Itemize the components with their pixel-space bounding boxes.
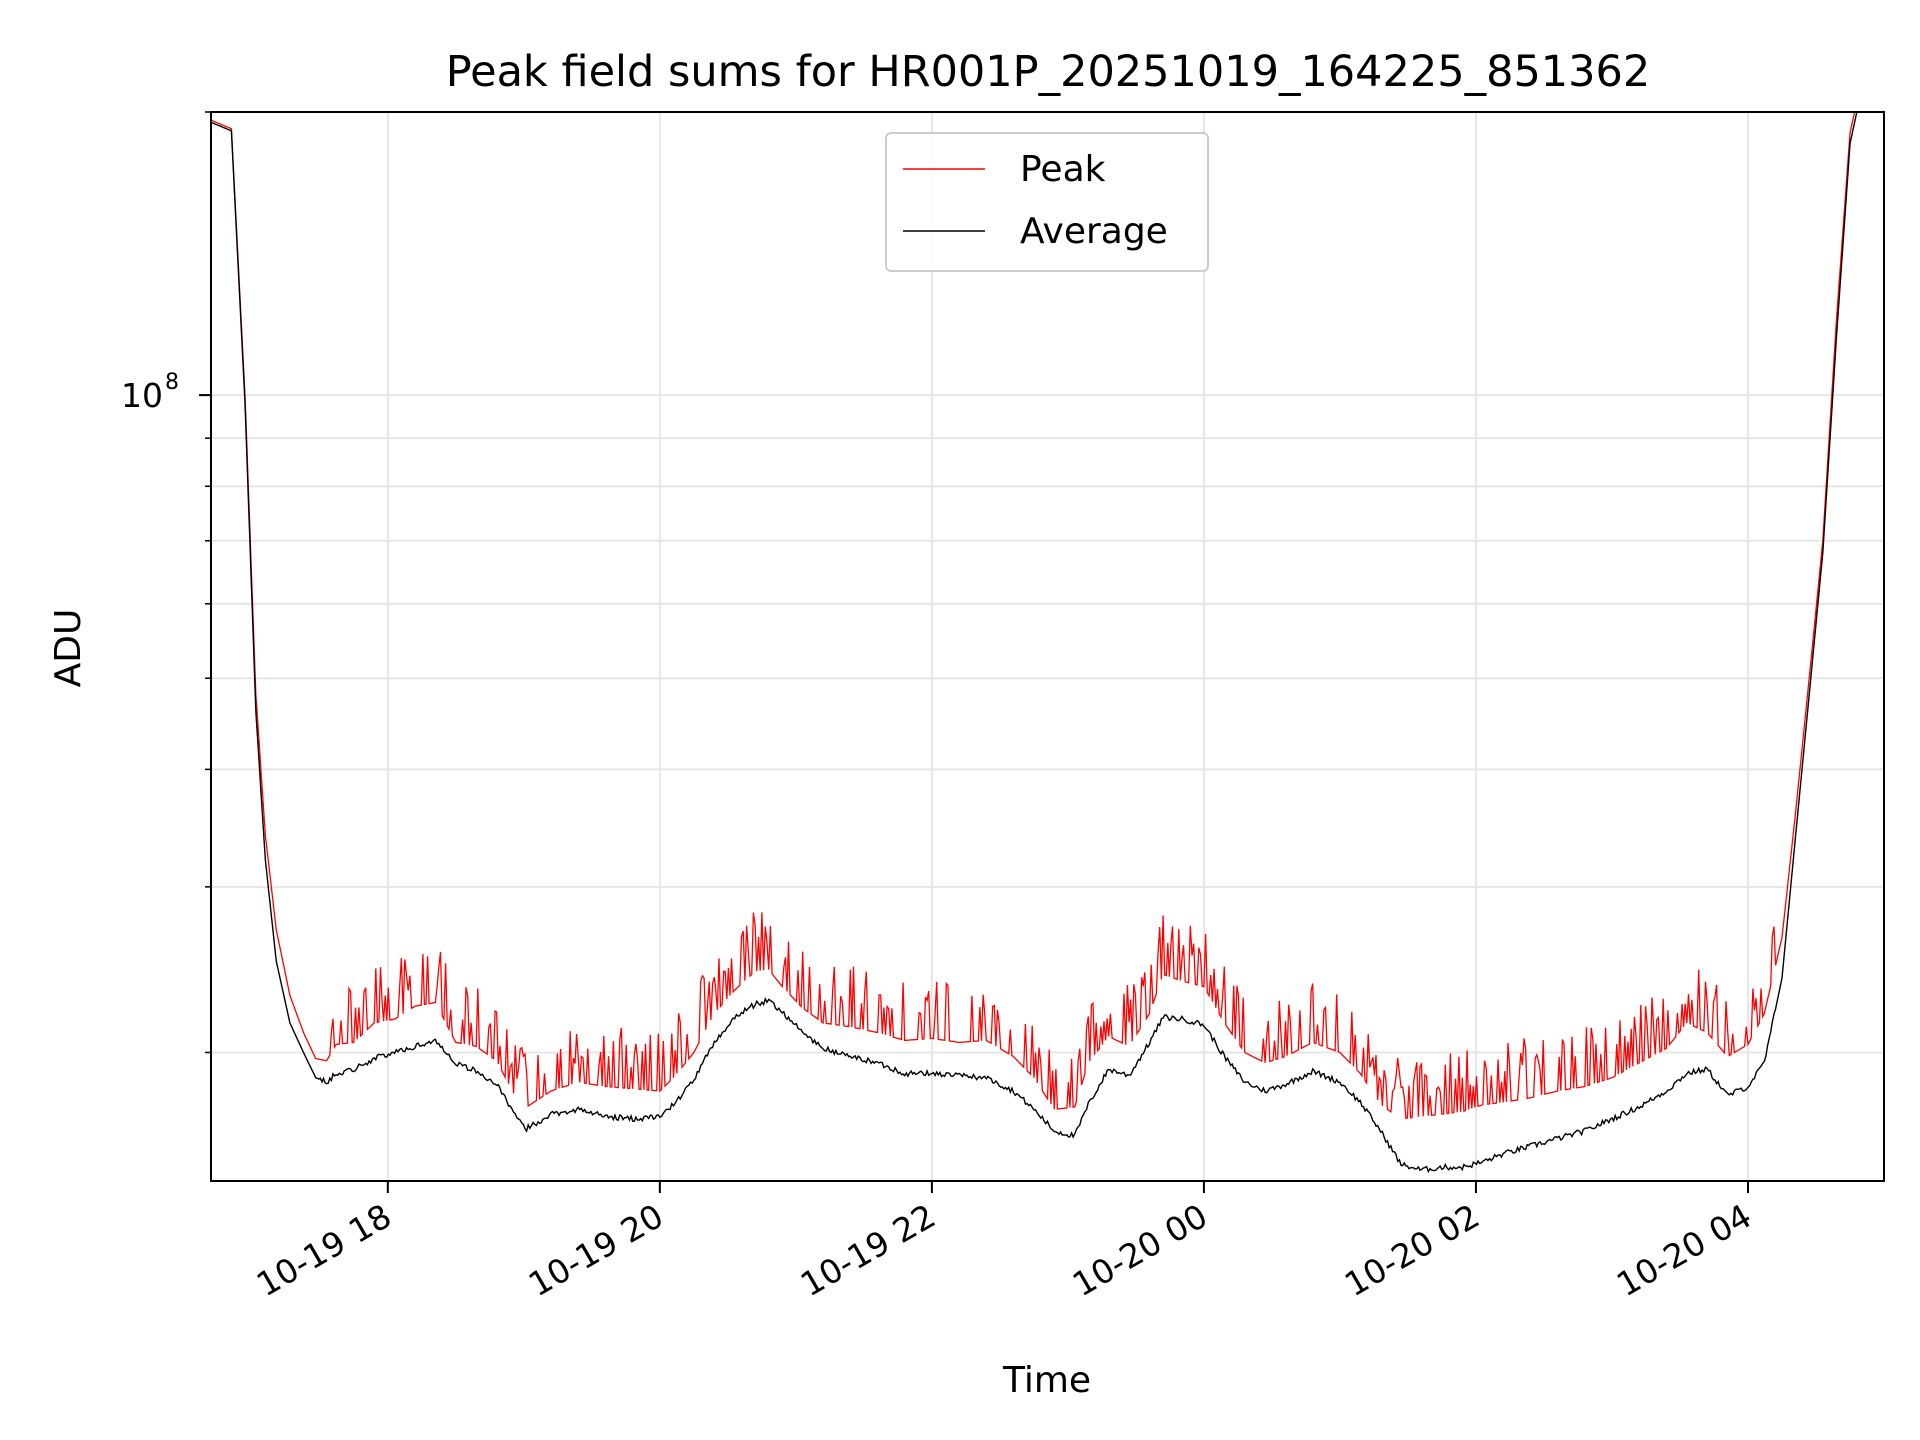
series-line-peak (211, 112, 1856, 1120)
legend-label-peak: Peak (1020, 149, 1106, 190)
legend: Peak Average (885, 132, 1209, 272)
y-axis-label: ADU (48, 609, 89, 688)
series-line-average (211, 112, 1858, 1174)
chart-title: Peak field sums for HR001P_20251019_1642… (446, 47, 1651, 97)
y-tick-label-base: 10 (121, 376, 163, 415)
x-axis-label: Time (1002, 1360, 1091, 1401)
legend-box (885, 132, 1209, 272)
plot-frame (210, 111, 1885, 1182)
y-tick-label-exponent: 8 (165, 370, 179, 395)
series-layer (211, 112, 1858, 1174)
legend-label-average: Average (1020, 211, 1168, 252)
